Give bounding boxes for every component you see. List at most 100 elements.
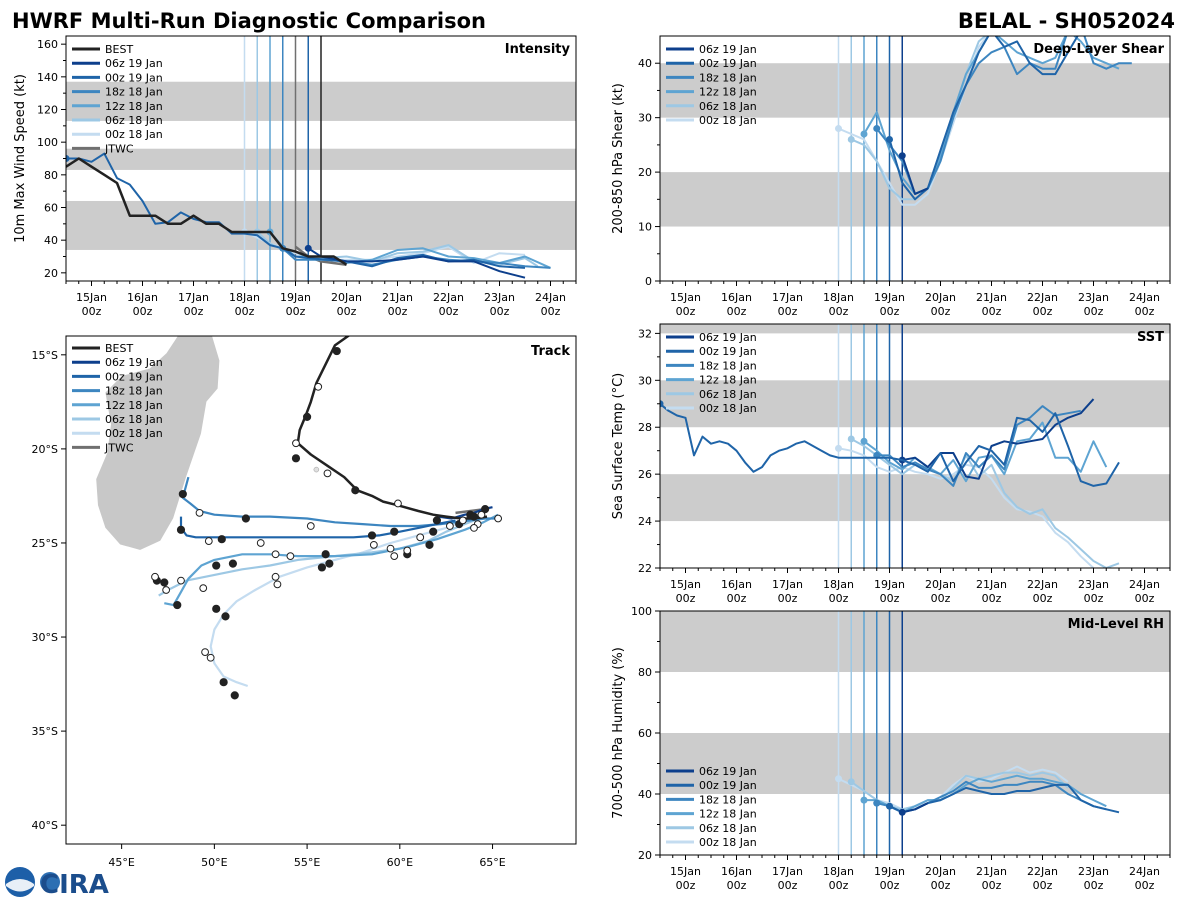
- rh-xtick-date: 22Jan: [1027, 865, 1058, 878]
- intensity-init-marker-run_06z19: [304, 244, 312, 252]
- shear-xtick-date: 18Jan: [823, 291, 854, 304]
- sst-xtick-hour: 00z: [1135, 592, 1155, 605]
- track-position-marker-filled: [321, 550, 330, 559]
- sst-xtick-hour: 00z: [1033, 592, 1053, 605]
- track-position-marker-filled: [173, 600, 182, 610]
- shear-ytick-label: 30: [638, 112, 652, 125]
- track-xtick-label: 45°E: [108, 856, 134, 869]
- intensity-xtick-hour: 00z: [82, 305, 102, 318]
- track-position-marker-open: [386, 544, 395, 553]
- intensity-legend-label: 18z 18 Jan: [105, 86, 163, 99]
- track-series-run_00z19: [179, 516, 456, 539]
- track-position-marker-open: [390, 552, 399, 561]
- sst-xtick-hour: 00z: [1084, 592, 1104, 605]
- shear-xtick-hour: 00z: [1135, 305, 1155, 318]
- track-xtick-label: 60°E: [387, 856, 413, 869]
- intensity-xtick-date: 23Jan: [484, 291, 515, 304]
- intensity-xtick-date: 15Jan: [76, 291, 107, 304]
- intensity-legend-label: BEST: [105, 43, 133, 56]
- intensity-xtick-date: 21Jan: [382, 291, 413, 304]
- shear-xtick-date: 19Jan: [874, 291, 905, 304]
- sst-legend-label: 18z 18 Jan: [699, 359, 757, 372]
- shear-init-marker-run_00z19: [886, 135, 893, 143]
- track-legend-label: 00z 19 Jan: [105, 370, 163, 383]
- sst-series-run_12z18: [863, 421, 1108, 483]
- shear-title: Deep-Layer Shear: [1033, 42, 1164, 57]
- intensity-ytick-label: 140: [37, 71, 58, 84]
- shear-xtick-hour: 00z: [676, 305, 696, 318]
- track-panel: 45°E 50°E 55°E 60°E 65°E 15°S 20°S 25°S 30°S 35°S…: [32, 335, 577, 869]
- intensity-series-run_06z19: [307, 247, 526, 279]
- intensity-legend-label: 12z 18 Jan: [105, 100, 163, 113]
- rh-series-run_06z19: [902, 802, 929, 814]
- rh-init-marker-run_06z19: [898, 808, 906, 816]
- intensity-legend-label: 06z 18 Jan: [105, 114, 163, 127]
- rh-xtick-hour: 00z: [778, 879, 798, 892]
- track-position-marker-filled: [291, 454, 301, 463]
- sst-legend-label: 06z 19 Jan: [699, 331, 757, 344]
- sst-ytick-label: 26: [638, 468, 652, 481]
- rh-xtick-hour: 00z: [829, 879, 849, 892]
- intensity-ytick-label: 120: [37, 104, 58, 117]
- sst-xtick-date: 15Jan: [670, 578, 701, 591]
- intensity-legend-label: 06z 19 Jan: [105, 57, 163, 70]
- rh-xtick-hour: 00z: [727, 879, 747, 892]
- rh-init-marker-run_00z18: [835, 775, 842, 783]
- shear-legend-label: 18z 18 Jan: [699, 71, 757, 84]
- intensity-xtick-hour: 00z: [184, 305, 204, 318]
- sst-ytick-label: 24: [638, 515, 652, 528]
- cira-logo: CIRA: [5, 867, 109, 900]
- rh-xtick-date: 15Jan: [670, 865, 701, 878]
- track-position-marker-open: [271, 572, 280, 581]
- sst-title: SST: [1137, 330, 1164, 345]
- rh-plot-area: [660, 611, 1170, 855]
- intensity-xtick-hour: 00z: [337, 305, 357, 318]
- track-position-marker-open: [162, 586, 171, 594]
- intensity-series-run_00z19: [66, 152, 526, 269]
- track-position-marker-filled: [212, 604, 221, 613]
- intensity-xtick-date: 18Jan: [229, 291, 260, 304]
- track-series-run_06z18: [158, 517, 480, 597]
- sst-xtick-hour: 00z: [829, 592, 849, 605]
- sst-xtick-date: 21Jan: [976, 578, 1007, 591]
- sst-xtick-date: 20Jan: [925, 578, 956, 591]
- intensity-xtick-hour: 00z: [133, 305, 153, 318]
- track-position-marker-open: [271, 550, 280, 559]
- sst-threshold-band: [660, 380, 1170, 428]
- intensity-ytick-label: 20: [44, 267, 58, 280]
- track-position-marker-filled: [429, 527, 438, 536]
- track-position-marker-open: [323, 469, 332, 478]
- shear-ytick-label: 40: [638, 57, 652, 70]
- track-position-marker-open: [445, 522, 454, 530]
- track-position-marker-open: [306, 522, 315, 530]
- shear-ytick-label: 20: [638, 166, 652, 179]
- track-position-marker-filled: [302, 412, 312, 422]
- shear-xtick-date: 23Jan: [1078, 291, 1109, 304]
- intensity-ytick-label: 160: [37, 38, 58, 51]
- shear-ylabel: 200-850 hPa Shear (kt): [611, 83, 626, 234]
- track-legend-label: 12z 18 Jan: [105, 399, 163, 412]
- track-ytick-label: 25°S: [32, 537, 58, 550]
- track-position-marker-open: [403, 546, 412, 555]
- reunion-island: [313, 466, 320, 473]
- track-position-marker-open: [314, 382, 323, 391]
- track-position-marker-filled: [228, 559, 238, 568]
- intensity-xtick-hour: 00z: [286, 305, 306, 318]
- intensity-xtick-date: 22Jan: [433, 291, 464, 304]
- shear-threshold-band: [660, 63, 1170, 118]
- track-position-marker-filled: [425, 540, 434, 549]
- rh-xtick-date: 24Jan: [1129, 865, 1160, 878]
- sst-xtick-hour: 00z: [982, 592, 1002, 605]
- shear-xtick-date: 16Jan: [721, 291, 752, 304]
- shear-init-marker-run_18z18: [873, 125, 881, 133]
- rh-xtick-hour: 00z: [1135, 879, 1155, 892]
- track-xtick-label: 50°E: [201, 856, 227, 869]
- storm-id: BELAL - SH052024: [958, 9, 1175, 33]
- shear-xtick-date: 20Jan: [925, 291, 956, 304]
- track-position-marker-filled: [217, 535, 226, 544]
- track-legend-label: 18z 18 Jan: [105, 385, 163, 398]
- track-xtick-label: 65°E: [479, 856, 505, 869]
- track-map-area: [95, 336, 503, 700]
- intensity-legend-label: JTWC: [104, 142, 134, 155]
- intensity-legend-label: 00z 19 Jan: [105, 71, 163, 84]
